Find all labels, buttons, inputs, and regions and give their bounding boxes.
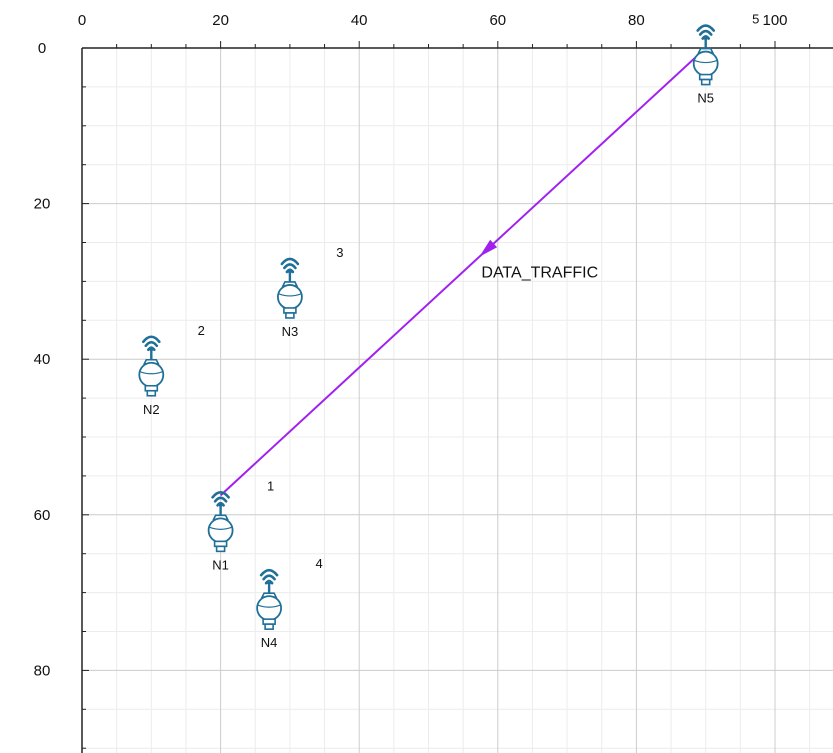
- x-tick-label: 60: [489, 12, 506, 29]
- y-tick-label: 20: [34, 196, 51, 213]
- axes: [81, 41, 833, 753]
- x-tick-label: 40: [351, 12, 368, 29]
- node-id: 2: [198, 323, 205, 338]
- node-label: N1: [212, 557, 229, 572]
- flow-label: DATA_TRAFFIC: [481, 264, 598, 281]
- wireless-node-icon[interactable]: [138, 335, 165, 397]
- wireless-node-icon[interactable]: [692, 24, 719, 86]
- y-tick-label: 40: [34, 351, 51, 368]
- flow-line[interactable]: [219, 47, 707, 497]
- flow-arrow-icon: [479, 239, 498, 257]
- node-n1[interactable]: N1 1: [207, 478, 275, 572]
- x-axis-ticks: 0 20 40 60 80 100: [78, 12, 788, 29]
- y-tick-label: 60: [34, 507, 51, 524]
- x-tick-label: 20: [212, 12, 229, 29]
- node-n3[interactable]: N3 3: [276, 245, 344, 339]
- node-id: 1: [267, 478, 274, 493]
- node-label: N2: [143, 402, 160, 417]
- wireless-node-icon[interactable]: [256, 568, 283, 630]
- nodes: N1 1 N2 2 N3 3 N4 4 N5 5: [138, 12, 760, 650]
- node-n4[interactable]: N4 4: [256, 556, 323, 650]
- node-label: N5: [697, 91, 714, 106]
- x-tick-label: 100: [762, 12, 787, 29]
- minor-grid: [82, 48, 833, 753]
- wireless-node-icon[interactable]: [276, 257, 303, 319]
- wireless-node-icon[interactable]: [207, 491, 234, 553]
- node-id: 3: [336, 245, 343, 260]
- y-axis-ticks: 0 20 40 60 80: [34, 40, 51, 679]
- node-label: N4: [261, 635, 278, 650]
- node-label: N3: [282, 324, 299, 339]
- node-id: 5: [752, 12, 759, 27]
- major-grid: [82, 48, 833, 753]
- traffic-flows: DATA_TRAFFIC: [219, 47, 707, 497]
- node-n2[interactable]: N2 2: [138, 323, 205, 417]
- node-id: 4: [315, 556, 322, 571]
- y-tick-label: 0: [38, 40, 46, 57]
- x-tick-label: 0: [78, 12, 86, 29]
- node-n5[interactable]: N5 5: [692, 12, 760, 106]
- x-tick-label: 80: [628, 12, 645, 29]
- y-tick-label: 80: [34, 662, 51, 679]
